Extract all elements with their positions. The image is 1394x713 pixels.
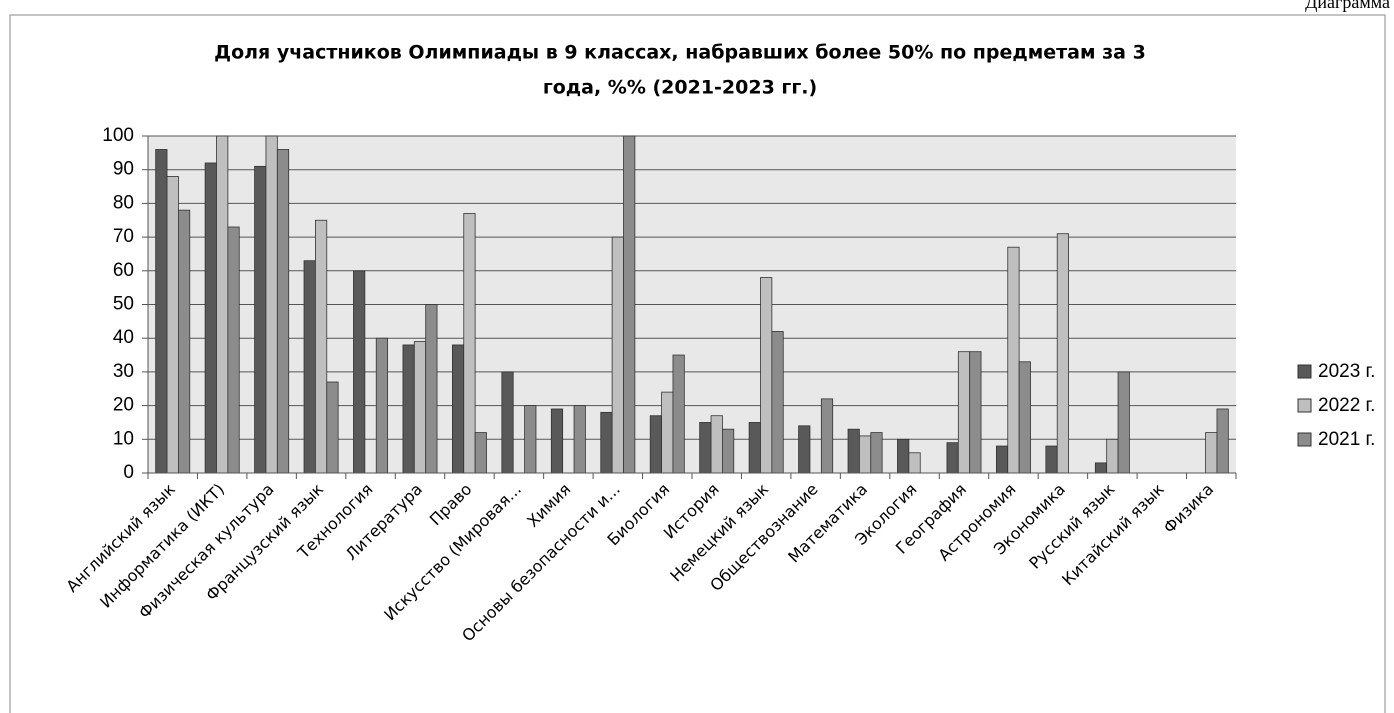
bar [550,408,564,474]
bar [451,344,465,474]
bar [847,428,860,474]
bar [155,149,168,474]
bar [326,381,339,474]
bar [375,337,389,474]
y-tick-label: 70 [113,226,134,247]
y-tick-label: 10 [113,428,134,449]
y-tick-label: 40 [113,327,134,348]
bar [501,371,514,474]
bar [413,341,427,474]
bar [649,415,662,474]
bar [710,415,723,474]
bar [573,405,586,474]
legend-swatch [1297,364,1312,379]
bar [204,162,217,474]
bar [661,391,674,474]
bar [969,351,982,474]
bar [1018,361,1031,474]
bar [1205,432,1218,474]
bar [859,435,872,474]
y-tick-label: 60 [113,260,134,281]
y-tick-label: 80 [113,192,134,213]
bar [178,209,191,474]
bar [699,422,712,474]
legend-label: 2022 г. [1318,395,1375,416]
bar [760,277,773,474]
bar [611,236,624,474]
bar [1045,445,1058,474]
bar [672,354,685,474]
bar [303,260,316,474]
bar [1007,246,1020,474]
corner-label: Диаграмма [1305,0,1390,12]
bar [265,135,278,474]
bar [1216,408,1229,474]
bar [1106,438,1119,474]
bar [254,165,267,474]
bar [166,176,179,474]
bar [315,219,328,474]
bar [946,442,959,474]
bar [276,149,290,474]
bar [463,213,476,474]
y-tick-label: 30 [113,361,134,382]
y-tick-label: 90 [113,159,134,180]
legend-label: 2021 г. [1318,429,1375,450]
bar [1094,462,1108,474]
bar [227,226,240,474]
bar [425,304,438,474]
bar [957,351,971,474]
bar [353,270,366,474]
bar [908,452,921,474]
y-tick-label: 50 [113,294,134,315]
bar [474,432,487,474]
y-tick-label: 20 [113,395,134,416]
bar [600,411,613,474]
chart-title: Доля участников Олимпиады в 9 классах, н… [214,42,1146,64]
bar [870,432,883,474]
bar [771,331,784,474]
bar [402,344,415,474]
bar [1117,371,1130,474]
legend-swatch [1297,398,1312,413]
bar [722,428,735,474]
chart-title: года, %% (2021-2023 гг.) [543,77,817,99]
bar [623,135,636,474]
legend-swatch [1297,432,1312,447]
bar [524,405,537,474]
legend-label: 2023 г. [1318,361,1375,382]
bar [995,445,1009,474]
y-tick-label: 100 [102,125,134,146]
y-tick-label: 0 [123,462,134,483]
bar [1056,233,1069,474]
bar [216,135,229,474]
bar [897,438,910,474]
bar [798,425,811,474]
bar [820,398,834,474]
bar [748,422,761,474]
